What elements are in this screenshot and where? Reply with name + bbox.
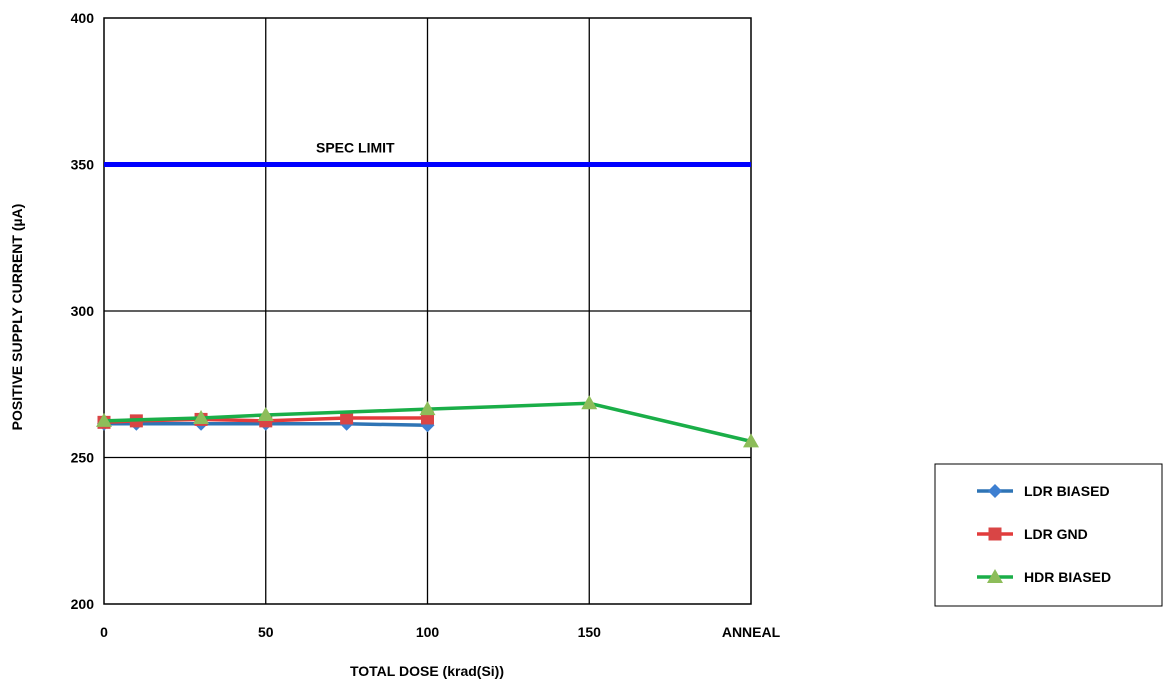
legend-item: HDR BIASED (977, 569, 1111, 585)
x-tick-label: 0 (100, 624, 108, 640)
y-tick-label: 350 (71, 157, 95, 173)
x-axis-title: TOTAL DOSE (krad(Si)) (350, 663, 504, 679)
legend-item: LDR GND (977, 526, 1088, 542)
x-tick-label: 150 (578, 624, 602, 640)
data-point (96, 412, 112, 427)
legend-box (934, 463, 1163, 607)
y-tick-label: 400 (71, 10, 95, 26)
legend-marker (987, 569, 1003, 583)
legend-item: LDR BIASED (977, 483, 1110, 499)
data-point (257, 407, 274, 422)
data-point (193, 409, 210, 424)
x-tick-label: 50 (258, 624, 274, 640)
legend-label: LDR GND (1024, 526, 1088, 542)
data-point (419, 401, 436, 416)
y-axis-title: POSITIVE SUPPLY CURRENT (µA) (9, 204, 25, 431)
legend: LDR BIASED LDR GND HDR BIASED (934, 463, 1163, 607)
x-tick-label: 100 (416, 624, 440, 640)
x-tick-label: ANNEAL (722, 624, 781, 640)
spec-limit-label: SPEC LIMIT (316, 140, 395, 156)
legend-marker (988, 527, 1002, 541)
data-point (743, 433, 759, 448)
tick-labels: 0 50 100 150 ANNEAL 200 250 300 350 400 (71, 10, 781, 640)
y-tick-label: 250 (71, 450, 95, 466)
series-hdr-biased (96, 395, 759, 448)
data-point (581, 395, 598, 410)
y-tick-label: 300 (71, 303, 95, 319)
y-tick-label: 200 (71, 596, 95, 612)
series-layer (96, 395, 759, 448)
spec-limit: SPEC LIMIT (104, 140, 751, 167)
legend-label: HDR BIASED (1024, 569, 1111, 585)
legend-marker (988, 484, 1002, 498)
legend-label: LDR BIASED (1024, 483, 1110, 499)
series-line (103, 401, 752, 444)
data-point (340, 411, 354, 425)
